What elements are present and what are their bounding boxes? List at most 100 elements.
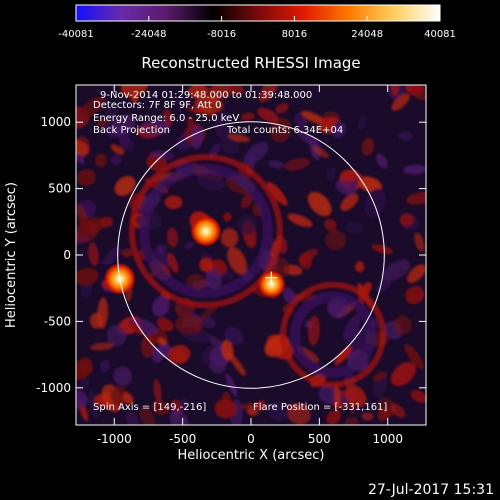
y-tick-label: -1000 <box>36 381 71 395</box>
annotation-time-range: 9-Nov-2014 01:29:48.000 to 01:39:48.000 <box>100 90 312 101</box>
noise-blob <box>241 112 255 121</box>
noise-blob <box>268 160 284 169</box>
noise-blob <box>354 261 365 273</box>
noise-blob <box>223 212 232 222</box>
noise-blob <box>377 407 391 422</box>
noise-blob <box>157 317 174 332</box>
noise-blob <box>372 371 388 381</box>
annotation-flare-position: Flare Position = [-331,161] <box>253 402 387 413</box>
colorbar-tick-labels: -40081 -24048 -8016 8016 24048 40081 <box>58 29 456 40</box>
noise-blob <box>139 406 156 425</box>
ring-structure <box>280 281 387 388</box>
plot-area <box>75 84 427 426</box>
noise-blob <box>225 373 238 397</box>
noise-blob <box>184 241 195 250</box>
noise-blob <box>298 248 318 264</box>
noise-blob <box>397 131 413 141</box>
noise-blob <box>220 228 239 248</box>
noise-blob <box>153 379 162 403</box>
noise-blob <box>90 342 114 351</box>
y-tick-label: 500 <box>48 182 71 196</box>
x-tick-label: -1000 <box>97 432 132 446</box>
noise-blob <box>140 334 155 359</box>
noise-blob <box>258 85 278 103</box>
colorbar: -40081 -24048 -8016 8016 24048 40081 <box>58 4 456 40</box>
noise-blob <box>268 401 289 422</box>
y-tick-label: 0 <box>63 248 71 262</box>
noise-blob <box>187 106 217 116</box>
source-blob <box>190 215 222 247</box>
noise-blob <box>221 340 234 361</box>
noise-blob <box>326 409 342 425</box>
noise-blob <box>157 337 168 346</box>
noise-blob <box>99 216 113 228</box>
noise-blob <box>324 229 347 251</box>
noise-blob <box>390 403 406 418</box>
x-axis-label: Heliocentric X (arcsec) <box>178 448 325 463</box>
noise-blob <box>224 327 244 346</box>
noise-blob <box>215 111 232 141</box>
noise-blob <box>257 107 279 123</box>
noise-blob <box>97 297 109 329</box>
noise-blob <box>88 388 99 420</box>
noise-blob <box>110 114 136 137</box>
noise-blob <box>364 188 387 219</box>
noise-blob <box>113 366 133 387</box>
colorbar-tick-label: 24048 <box>351 29 383 40</box>
colorbar-tick-label: -40081 <box>58 29 93 40</box>
noise-blob <box>151 400 169 415</box>
image-noise-pattern <box>76 85 426 425</box>
footer-timestamp: 27-Jul-2017 15:31 <box>368 482 494 498</box>
noise-blob <box>125 411 140 425</box>
noise-blob <box>175 315 203 335</box>
colorbar-ticks <box>75 16 441 21</box>
noise-blob <box>335 179 357 195</box>
noise-blob <box>119 134 131 147</box>
noise-blob <box>167 252 179 274</box>
noise-blob <box>334 346 352 366</box>
noise-blob <box>308 315 320 346</box>
noise-blob <box>114 175 136 197</box>
annotation-energy-range: Energy Range: 6.0 - 25.0 keV <box>93 113 239 124</box>
noise-blob <box>324 218 337 231</box>
x-tick-label: 0 <box>247 432 255 446</box>
noise-blob <box>351 177 359 189</box>
noise-blob <box>287 213 313 228</box>
x-tick-label: 1000 <box>372 432 403 446</box>
noise-blob <box>77 168 96 186</box>
colorbar-gradient <box>75 4 441 22</box>
colorbar-tick-label: -8016 <box>207 29 236 40</box>
noise-blob <box>140 118 171 137</box>
noise-blob <box>194 95 224 113</box>
noise-blob <box>214 398 237 419</box>
noise-blob <box>229 354 246 377</box>
noise-blob <box>191 125 204 150</box>
noise-blob <box>187 85 208 99</box>
noise-blob <box>357 115 367 130</box>
solar-limb-circle <box>117 121 385 389</box>
y-tick-labels: 1000 500 0 -500 -1000 <box>36 115 71 395</box>
noise-blob <box>344 384 367 407</box>
noise-blob <box>407 264 426 284</box>
noise-blob <box>99 359 111 372</box>
noise-blob <box>121 248 133 258</box>
noise-blob <box>267 181 288 206</box>
noise-blob <box>95 153 107 168</box>
axis-ticks <box>76 85 426 425</box>
noise-blob <box>403 164 426 175</box>
noise-blob <box>399 213 414 227</box>
noise-blob <box>294 113 308 130</box>
x-tick-label: -500 <box>169 432 196 446</box>
noise-blob <box>282 287 296 304</box>
noise-blob <box>199 257 214 273</box>
noise-blob <box>326 172 335 181</box>
noise-blob <box>404 343 424 370</box>
noise-blob <box>361 412 374 421</box>
noise-blob <box>318 383 339 404</box>
noise-blob <box>211 85 234 99</box>
noise-blob <box>169 409 189 425</box>
source-blob <box>257 270 286 299</box>
noise-blob <box>76 357 93 381</box>
noise-blob <box>128 321 144 336</box>
noise-blob <box>76 268 99 286</box>
